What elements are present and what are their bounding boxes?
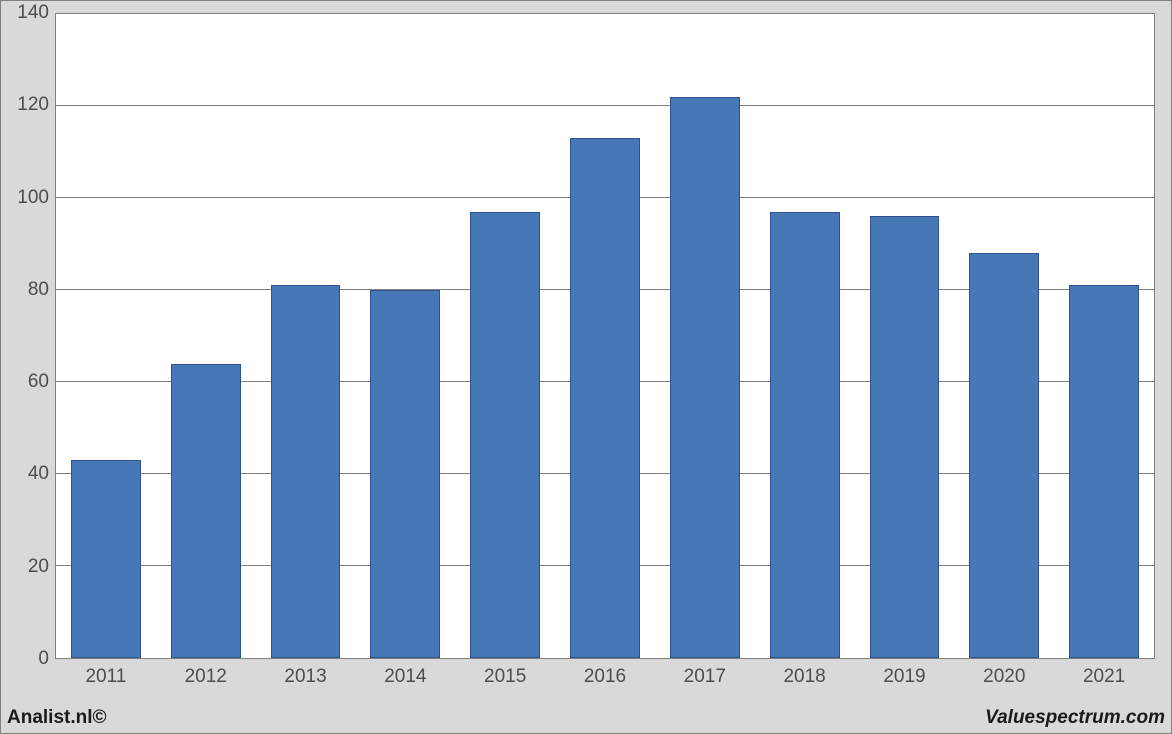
bar xyxy=(1069,285,1139,658)
bar xyxy=(470,212,540,658)
bar xyxy=(171,364,241,658)
bar xyxy=(770,212,840,658)
chart-frame: 2011201220132014201520162017201820192020… xyxy=(5,5,1167,699)
bar xyxy=(271,285,341,658)
x-tick-label: 2020 xyxy=(983,666,1025,688)
y-tick-label: 100 xyxy=(17,187,49,209)
x-tick-label: 2011 xyxy=(85,666,126,688)
y-tick-label: 40 xyxy=(28,463,49,485)
x-tick-label: 2015 xyxy=(484,666,526,688)
y-tick-label: 80 xyxy=(28,279,49,301)
bar xyxy=(71,460,141,658)
plot-wrap: 2011201220132014201520162017201820192020… xyxy=(55,13,1155,659)
x-tick-label: 2013 xyxy=(284,666,326,688)
x-tick-label: 2016 xyxy=(584,666,626,688)
bar xyxy=(969,253,1039,658)
bar xyxy=(570,138,640,658)
x-tick-label: 2018 xyxy=(783,666,825,688)
x-tick-label: 2021 xyxy=(1083,666,1125,688)
x-tick-label: 2012 xyxy=(185,666,227,688)
gridline xyxy=(56,105,1154,106)
y-tick-label: 20 xyxy=(28,556,49,578)
credit-right: Valuespectrum.com xyxy=(985,707,1165,729)
y-tick-label: 120 xyxy=(17,94,49,116)
chart-footer: Analist.nl© Valuespectrum.com xyxy=(7,705,1165,729)
y-tick-label: 0 xyxy=(38,648,49,670)
x-tick-label: 2019 xyxy=(883,666,925,688)
credit-left: Analist.nl© xyxy=(7,707,107,729)
bar xyxy=(870,216,940,658)
chart-panel: 2011201220132014201520162017201820192020… xyxy=(0,0,1172,734)
x-tick-label: 2014 xyxy=(384,666,426,688)
x-tick-label: 2017 xyxy=(684,666,726,688)
y-tick-label: 60 xyxy=(28,371,49,393)
bar xyxy=(670,97,740,658)
plot-area: 2011201220132014201520162017201820192020… xyxy=(55,13,1155,659)
bar xyxy=(370,290,440,658)
y-tick-label: 140 xyxy=(17,2,49,24)
